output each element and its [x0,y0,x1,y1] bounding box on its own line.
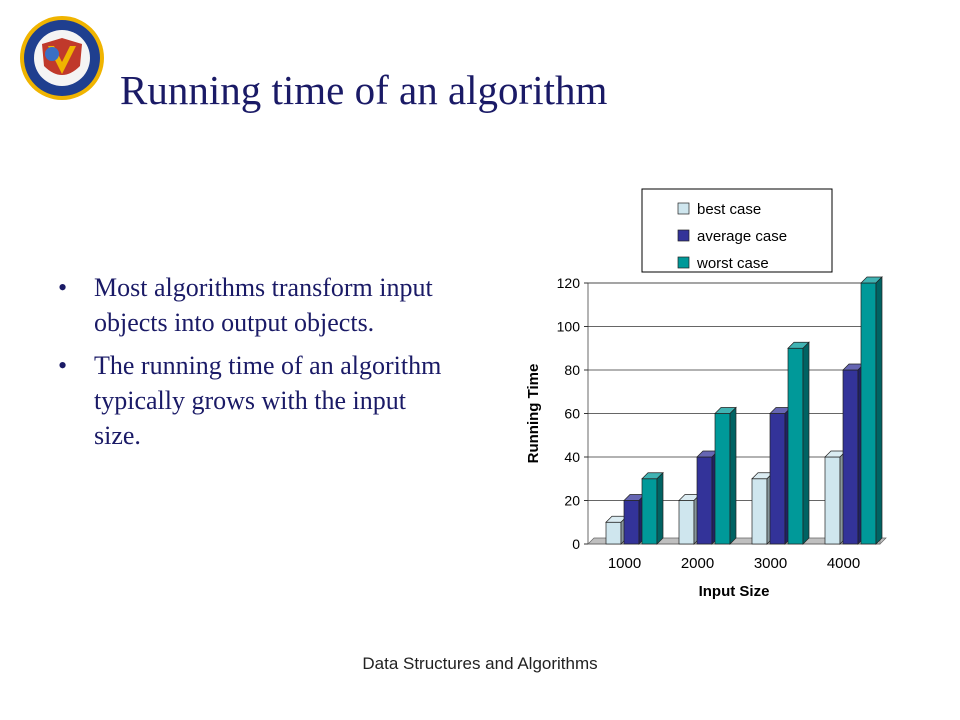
x-tick-label: 4000 [827,555,860,572]
legend-label: best case [697,201,761,218]
y-tick-label: 120 [557,275,581,291]
bullet-item: • Most algorithms transform input object… [56,270,456,340]
legend-label: average case [697,228,787,245]
slide-title: Running time of an algorithm [120,67,608,113]
legend-swatch [677,256,690,269]
x-tick-label: 1000 [608,555,641,572]
bar [714,413,731,545]
bullet-marker: • [58,273,68,302]
bar-side [875,276,883,545]
y-tick-label: 60 [564,406,580,422]
bar-side [729,406,737,545]
bar [605,521,622,545]
y-tick-label: 20 [564,493,580,509]
slide-footer: Data Structures and Algorithms [362,654,598,673]
y-axis-label: Running Time [525,364,542,464]
bar [824,456,841,545]
bullet-item: • The running time of an algorithm typic… [56,348,456,453]
legend-label: worst case [696,255,769,272]
bar [751,478,768,545]
legend-box [641,188,833,273]
bar [623,500,640,545]
bar-side [656,471,664,545]
bar [842,369,859,545]
bar [696,456,713,545]
y-tick-label: 0 [572,536,580,552]
bar [769,413,786,545]
bar [860,282,877,545]
bullet-list: • Most algorithms transform input object… [56,270,456,461]
y-tick-label: 80 [564,362,580,378]
bar [678,500,695,545]
bar [787,347,804,545]
y-tick-label: 40 [564,449,580,465]
bullet-marker: • [58,351,68,380]
legend-swatch [677,229,690,242]
bar-side [802,341,810,545]
legend-swatch [677,202,690,215]
x-tick-label: 2000 [681,555,714,572]
running-time-chart: 0 20 40 60 80 100 120 1000 2000 3000 4000 Input Siz… [525,188,887,600]
x-tick-label: 3000 [754,555,787,572]
x-axis-label: Input Size [699,583,770,600]
logo-blue-field [45,47,59,61]
bar [641,478,658,545]
institute-logo [20,16,104,100]
bullet-text: Most algorithms transform input objects … [94,273,433,337]
y-tick-label: 100 [557,319,581,335]
bullet-text: The running time of an algorithm typical… [94,351,442,450]
